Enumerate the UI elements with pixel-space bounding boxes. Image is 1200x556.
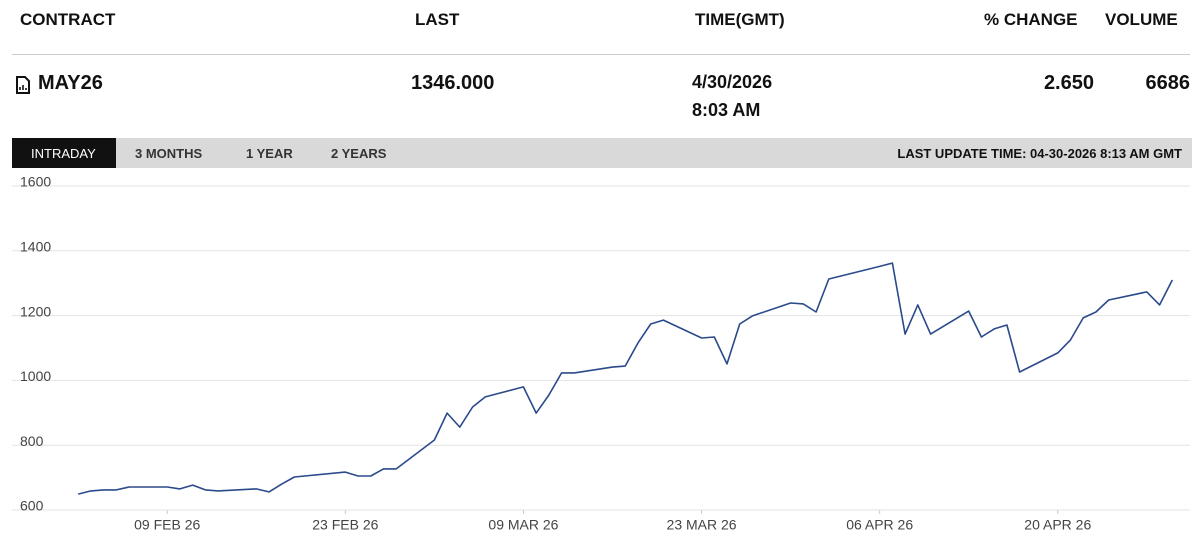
x-tick-label: 23 FEB 26 xyxy=(312,517,378,533)
y-tick-label: 600 xyxy=(20,498,44,514)
column-header: TIME(GMT) xyxy=(695,10,785,29)
contract[interactable]: MAY26 xyxy=(38,72,103,94)
trade-time: 8:03 AM xyxy=(692,100,761,120)
tab[interactable]: 2 YEARS xyxy=(331,146,387,161)
column-header: % CHANGE xyxy=(984,10,1078,29)
last-price: 1346.000 xyxy=(411,72,495,94)
last-update: LAST UPDATE TIME: 04-30-2026 8:13 AM GMT xyxy=(897,146,1182,161)
tab-bar xyxy=(12,138,1192,168)
tab[interactable]: 3 MONTHS xyxy=(135,146,203,161)
contract-icon xyxy=(16,76,30,94)
tab[interactable]: 1 YEAR xyxy=(246,146,293,161)
volume: 6686 xyxy=(1145,72,1191,94)
percent-change: 2.650 xyxy=(1043,72,1094,94)
x-tick-label: 23 MAR 26 xyxy=(667,517,737,533)
x-tick-label: 09 FEB 26 xyxy=(134,517,200,533)
trade-date: 4/30/2026 xyxy=(692,72,773,92)
price-line xyxy=(78,262,1174,495)
tab[interactable]: INTRADAY xyxy=(31,146,96,161)
y-tick-label: 800 xyxy=(20,433,44,449)
x-tick-label: 09 MAR 26 xyxy=(488,517,558,533)
column-header: CONTRACT xyxy=(20,10,116,29)
x-tick-label: 06 APR 26 xyxy=(846,517,913,533)
column-header: VOLUME xyxy=(1105,10,1178,29)
divider xyxy=(12,54,1190,55)
column-header: LAST xyxy=(415,10,460,29)
y-tick-label: 1200 xyxy=(20,303,51,319)
active-tab-bg xyxy=(12,138,116,168)
y-tick-label: 1000 xyxy=(20,368,51,384)
y-tick-label: 1600 xyxy=(20,174,51,190)
x-tick-label: 20 APR 26 xyxy=(1024,517,1091,533)
y-tick-label: 1400 xyxy=(20,239,51,255)
